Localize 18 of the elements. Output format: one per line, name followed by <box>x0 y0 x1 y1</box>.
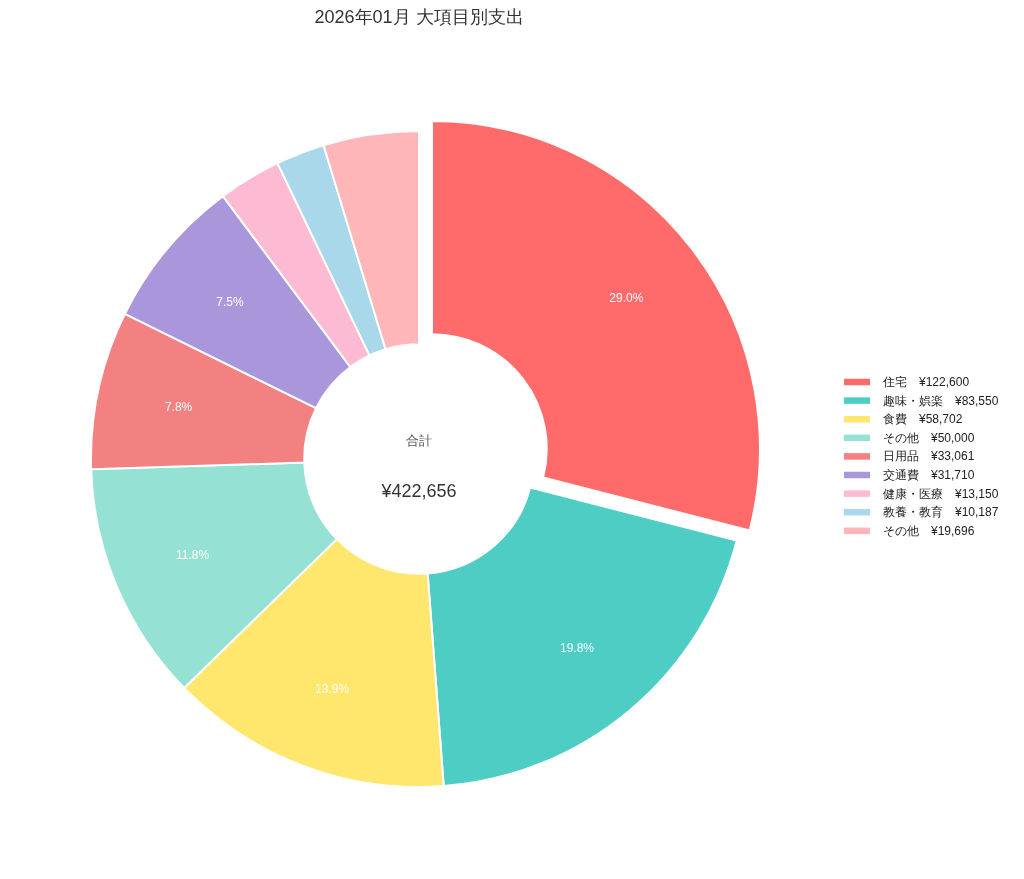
data-label: 7.8% <box>164 399 193 414</box>
legend-label: その他 ¥50,000 <box>883 430 975 445</box>
data-label: 7.5% <box>216 294 244 309</box>
text: 合計 <box>406 433 432 448</box>
data-label: 19.8% <box>559 640 595 655</box>
data-label: 13.9% <box>315 682 350 697</box>
data-label: 11.8% <box>176 548 210 563</box>
legend-label: 交通費 ¥31,710 <box>883 468 975 482</box>
legend-label: 日用品 ¥33,061 <box>883 449 975 464</box>
legend-label: その他 ¥19,696 <box>883 523 975 538</box>
data-label: 29.0% <box>609 291 644 306</box>
legend-label: 趣味・娯楽 ¥83,550 <box>883 393 999 408</box>
legend-label: 健康・医療 ¥13,150 <box>883 486 999 501</box>
text: ¥422,656 <box>380 481 457 501</box>
legend-label: 食費 ¥58,702 <box>883 412 963 427</box>
chart-title: 2026年01月 大項目別支出 <box>314 7 524 27</box>
legend-label: 住宅 ¥122,600 <box>882 375 970 389</box>
legend-label: 教養・教育 ¥10,187 <box>883 505 999 520</box>
